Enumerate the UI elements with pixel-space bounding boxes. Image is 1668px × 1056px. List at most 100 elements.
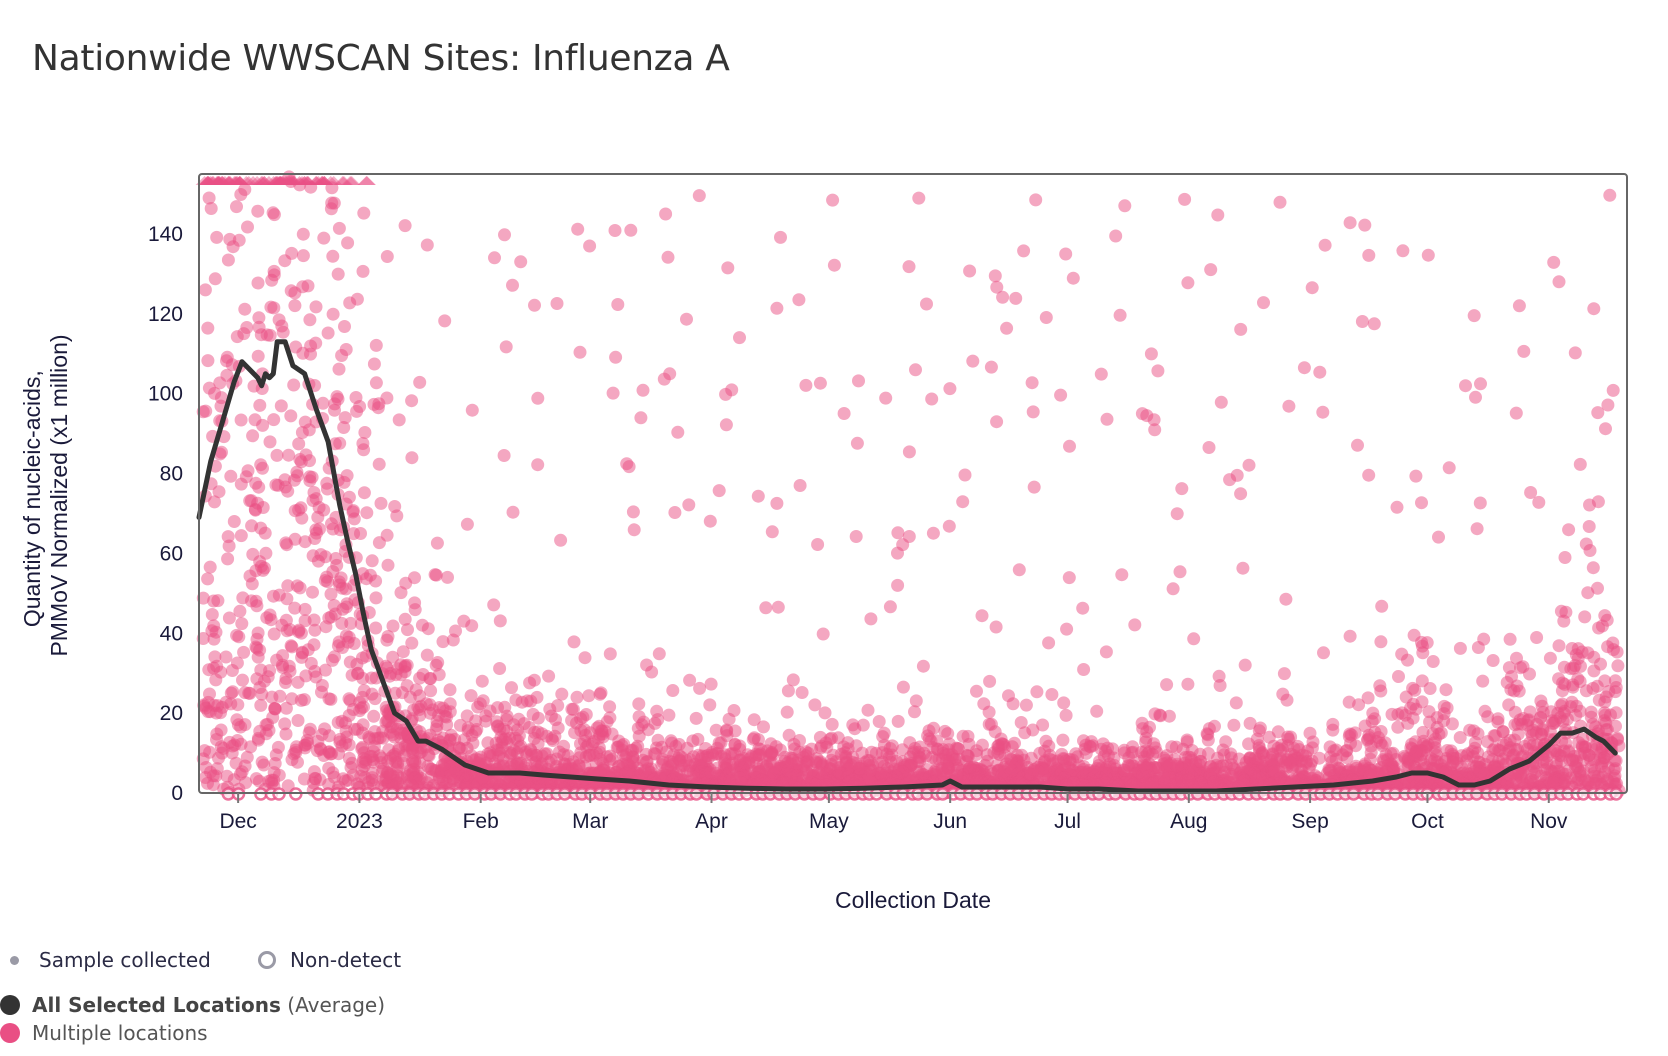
data-point	[733, 331, 746, 345]
data-point	[211, 594, 225, 608]
data-point	[1552, 275, 1566, 289]
data-point	[251, 733, 265, 747]
data-point	[300, 733, 314, 747]
data-point	[1144, 347, 1158, 361]
data-point	[238, 302, 252, 316]
data-point	[1453, 641, 1467, 655]
data-point	[1523, 705, 1537, 719]
data-point	[203, 560, 217, 574]
data-point	[380, 714, 394, 728]
data-point	[920, 297, 933, 311]
data-point	[1474, 377, 1487, 391]
data-point	[357, 700, 370, 714]
data-point	[1543, 651, 1557, 665]
data-point	[846, 750, 860, 764]
data-point	[808, 755, 822, 769]
data-point	[267, 766, 281, 780]
data-point	[593, 753, 607, 767]
data-point	[423, 672, 437, 685]
data-point	[956, 495, 970, 509]
data-point	[320, 476, 334, 490]
data-point	[1449, 752, 1463, 765]
data-point	[357, 443, 371, 457]
data-point	[279, 701, 293, 715]
data-point	[343, 296, 357, 310]
data-point	[555, 687, 569, 701]
data-point	[303, 313, 317, 327]
data-point	[573, 345, 587, 359]
scatter-points	[196, 170, 1626, 800]
data-point	[234, 188, 248, 201]
data-point	[557, 739, 571, 753]
data-point	[1582, 748, 1596, 762]
data-point	[1375, 599, 1389, 613]
data-point	[386, 619, 400, 633]
data-point	[1014, 716, 1028, 729]
data-point	[256, 563, 270, 577]
data-point	[196, 591, 210, 605]
data-point	[369, 591, 383, 605]
data-point	[406, 755, 420, 769]
data-point	[1010, 774, 1024, 788]
data-point	[1362, 248, 1376, 262]
data-point	[475, 674, 489, 688]
data-point	[1606, 383, 1620, 397]
data-point	[719, 418, 733, 432]
data-point	[1273, 195, 1287, 209]
data-point	[1038, 764, 1052, 778]
data-point	[1200, 727, 1214, 741]
data-point	[1610, 731, 1624, 745]
data-point	[420, 238, 434, 252]
data-point	[771, 600, 785, 614]
data-point	[357, 206, 371, 220]
data-point	[659, 207, 673, 221]
data-point	[850, 436, 864, 450]
data-point	[823, 732, 837, 746]
data-point	[632, 710, 646, 724]
data-point	[267, 208, 281, 222]
data-point	[251, 650, 265, 664]
data-point	[1139, 731, 1153, 745]
data-point	[1178, 192, 1192, 206]
data-point	[693, 681, 707, 695]
data-point	[1283, 756, 1297, 770]
data-point	[837, 407, 851, 420]
data-point	[1598, 674, 1612, 688]
data-point	[895, 765, 909, 779]
data-point	[335, 349, 349, 362]
data-point	[355, 651, 369, 665]
data-point	[632, 697, 646, 711]
data-point	[1115, 568, 1129, 582]
data-point	[1491, 715, 1505, 729]
data-point	[290, 740, 303, 754]
data-point	[236, 673, 249, 687]
data-point	[271, 478, 285, 492]
data-point	[1470, 522, 1484, 536]
data-point	[271, 740, 285, 754]
data-point	[306, 585, 319, 599]
data-point	[252, 480, 266, 494]
data-point	[356, 264, 370, 278]
data-point	[1194, 754, 1208, 768]
data-point	[331, 267, 345, 281]
data-point	[1107, 751, 1121, 765]
data-point	[240, 750, 254, 764]
data-point	[816, 627, 830, 641]
data-point	[1437, 714, 1451, 728]
data-point	[341, 236, 355, 250]
data-point	[526, 707, 540, 721]
data-point	[517, 717, 531, 731]
data-point	[1076, 601, 1090, 615]
data-point	[1153, 708, 1167, 722]
data-point	[1547, 255, 1561, 269]
data-point	[1332, 761, 1346, 775]
data-point	[1017, 753, 1031, 767]
data-point	[287, 473, 301, 487]
data-point	[221, 530, 235, 544]
data-point	[341, 635, 355, 649]
data-point	[424, 684, 438, 698]
data-point	[680, 312, 693, 326]
data-point	[212, 485, 226, 499]
data-point	[369, 621, 383, 635]
